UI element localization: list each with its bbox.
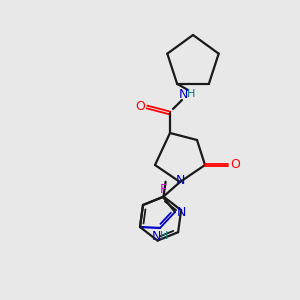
Text: H: H	[160, 231, 168, 241]
Text: O: O	[230, 158, 240, 172]
Text: N: N	[151, 230, 161, 242]
Text: N: N	[175, 175, 185, 188]
Text: N: N	[178, 88, 188, 100]
Text: H: H	[187, 89, 195, 99]
Text: N: N	[176, 206, 186, 218]
Text: F: F	[160, 183, 167, 196]
Text: O: O	[135, 100, 145, 113]
